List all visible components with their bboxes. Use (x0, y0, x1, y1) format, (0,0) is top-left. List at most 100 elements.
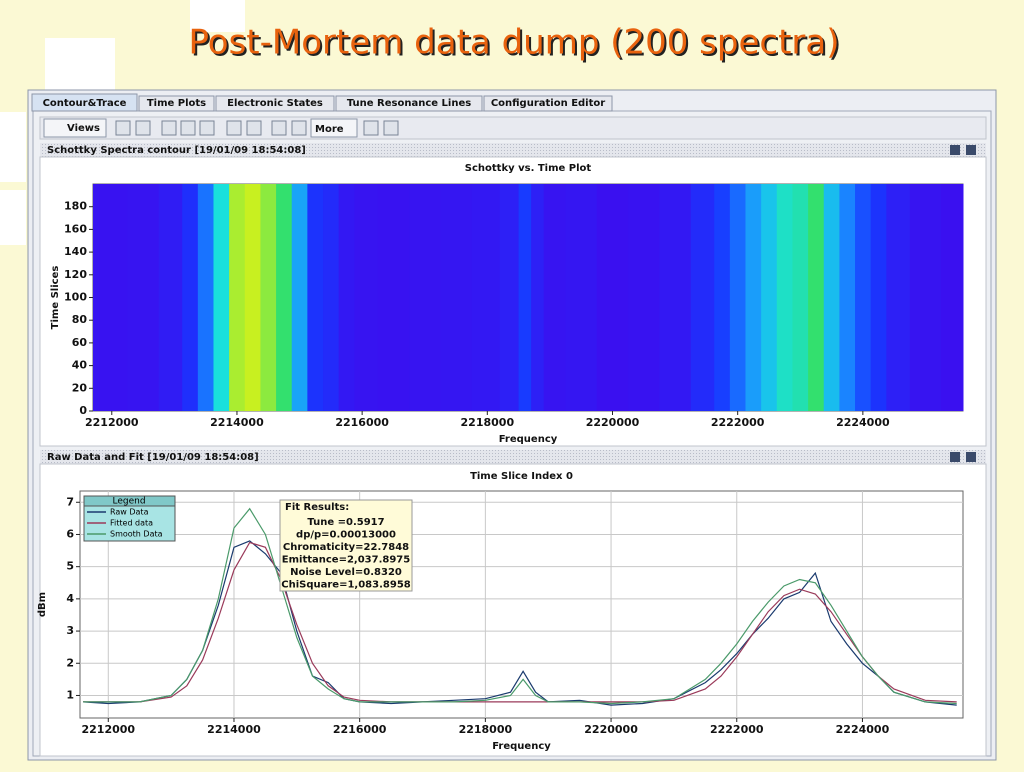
x-tick-label: 2220000 (584, 723, 638, 736)
contour-cell (714, 184, 731, 411)
decor-square (190, 0, 245, 32)
more-button[interactable] (310, 118, 358, 138)
contour-cell (158, 184, 183, 411)
toolbar-icon[interactable] (363, 120, 379, 136)
tab[interactable] (138, 95, 215, 112)
toolbar-icon[interactable] (161, 120, 177, 136)
contour-cell (93, 184, 100, 411)
x-tick-label: 2216000 (333, 723, 387, 736)
fit-result: ChiSquare=1,083.8958 (281, 580, 411, 591)
contour-cell (909, 184, 942, 411)
toolbar-icon[interactable] (115, 120, 131, 136)
contour-cell (659, 184, 692, 411)
views-label[interactable]: Views (67, 123, 100, 134)
fit-result: Noise Level=0.8320 (290, 567, 402, 578)
contour-cell (690, 184, 715, 411)
contour-cell (99, 184, 128, 411)
y-tick-label: 80 (72, 313, 88, 326)
panel-icon[interactable] (950, 145, 960, 155)
panel-title: Schottky Spectra contour [19/01/09 18:54… (47, 145, 306, 156)
more-label[interactable]: More (315, 124, 344, 135)
panel-icon[interactable] (950, 452, 960, 462)
contour-cell (307, 184, 324, 411)
x-tick-label: 2224000 (836, 416, 890, 429)
x-tick-label: 2220000 (586, 416, 640, 429)
fit-result: Chromaticity=22.7848 (283, 542, 409, 553)
series-line (83, 541, 957, 703)
contour-cell (127, 184, 160, 411)
x-tick-label: 2216000 (335, 416, 389, 429)
contour-cell (596, 184, 629, 411)
contour-cell (941, 184, 964, 411)
y-tick-label: 7 (66, 495, 74, 508)
toolbar-icon[interactable] (226, 120, 242, 136)
tab-label[interactable]: Configuration Editor (491, 98, 605, 109)
contour-cell (499, 184, 520, 411)
contour-cell (354, 184, 379, 411)
tab-label[interactable]: Tune Resonance Lines (347, 98, 471, 109)
y-tick-label: 140 (64, 245, 87, 258)
contour-cell (471, 184, 501, 411)
x-tick-label: 2218000 (461, 416, 515, 429)
contour-cell (440, 184, 473, 411)
views-button[interactable] (43, 118, 107, 138)
decor-square (0, 190, 26, 245)
toolbar-icon[interactable] (246, 120, 262, 136)
y-tick-label: 160 (64, 222, 87, 235)
y-tick-label: 120 (64, 268, 87, 281)
contour-cell (182, 184, 199, 411)
toolbar-icon[interactable] (180, 120, 196, 136)
contour-cell (565, 184, 598, 411)
y-tick-label: 0 (79, 404, 87, 417)
plot-area (79, 490, 964, 719)
toolbar-icon[interactable] (271, 120, 287, 136)
y-tick-label: 1 (66, 688, 74, 701)
contour-cell (276, 184, 293, 411)
toolbar-icon[interactable] (199, 120, 215, 136)
panel-icon[interactable] (966, 452, 976, 462)
decor-square (0, 112, 26, 182)
contour-cell (229, 184, 246, 411)
contour-cell (338, 184, 355, 411)
y-tick-label: 100 (64, 291, 87, 304)
y-tick-label: 2 (66, 656, 74, 669)
tab-label[interactable]: Time Plots (147, 98, 206, 109)
fit-result: Tune =0.5917 (307, 517, 384, 528)
toolbar-icon[interactable] (383, 120, 399, 136)
contour-cell (409, 184, 441, 411)
contour-cell (291, 184, 308, 411)
chart-title: Schottky vs. Time Plot (465, 163, 592, 174)
x-tick-label: 2222000 (710, 723, 764, 736)
series-line (83, 540, 957, 706)
contour-cell (808, 184, 825, 411)
toolbar-icon[interactable] (291, 120, 307, 136)
panel-icon[interactable] (966, 145, 976, 155)
legend-header (83, 495, 176, 507)
tab[interactable] (215, 95, 335, 112)
x-tick-label: 2222000 (711, 416, 765, 429)
legend-title: Legend (112, 497, 145, 507)
x-axis-label: Frequency (499, 434, 558, 445)
y-tick-label: 3 (66, 624, 74, 637)
title-shadow: Post-Mortem data dump (200 spectra) (190, 25, 841, 65)
toolbar-icon[interactable] (135, 120, 151, 136)
contour-cell (531, 184, 545, 411)
contour-cell (518, 184, 532, 411)
y-tick-label: 4 (66, 592, 74, 605)
panel-header (40, 450, 986, 464)
contour-cell (213, 184, 230, 411)
tab-label[interactable]: Contour&Trace (43, 98, 127, 109)
x-tick-label: 2214000 (207, 723, 261, 736)
contour-cell (323, 184, 340, 411)
tab[interactable] (31, 93, 138, 112)
contour-cell (244, 184, 261, 411)
y-tick-label: 20 (72, 381, 88, 394)
contour-cell (543, 184, 567, 411)
contour-cell (855, 184, 872, 411)
tab[interactable] (483, 95, 613, 112)
tab-label[interactable]: Electronic States (227, 98, 323, 109)
y-axis-label: dBm (37, 592, 48, 617)
tab[interactable] (335, 95, 483, 112)
legend-label: Raw Data (110, 508, 149, 517)
